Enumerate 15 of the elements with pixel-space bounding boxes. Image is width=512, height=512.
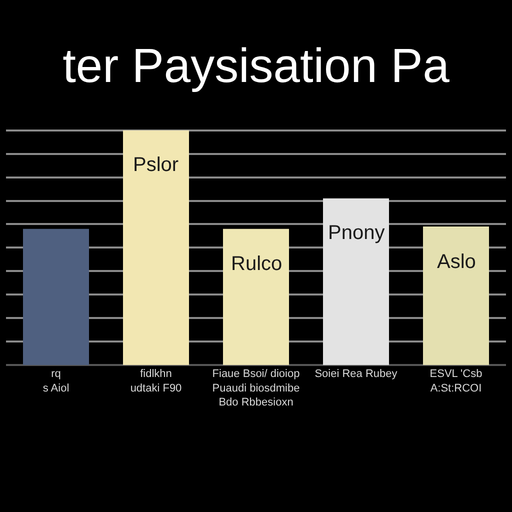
x-tick-label: fidlkhn udtaki F90 (130, 368, 182, 394)
x-tick-label: Fiaue Bsoi/ dioiop Puaudi biosdmibe Bdo Rbbesioxn (212, 368, 300, 409)
bar (23, 228, 89, 365)
bar (223, 228, 289, 365)
bar (423, 226, 489, 365)
bar (323, 198, 389, 365)
annotation: Pslor (133, 154, 179, 176)
bar (123, 130, 189, 365)
chart-title: ter Paysisation Pa (62, 40, 450, 94)
annotation: Aslo (437, 251, 476, 273)
x-tick-label: Soiei Rea Rubey (314, 368, 398, 380)
x-tick-label: rq s Aiol (42, 368, 70, 394)
x-tick-label: ESVL 'Csb A:St:RCOI (430, 368, 482, 394)
annotation: Rulco (231, 253, 282, 275)
annotation: Pnony (328, 222, 385, 244)
